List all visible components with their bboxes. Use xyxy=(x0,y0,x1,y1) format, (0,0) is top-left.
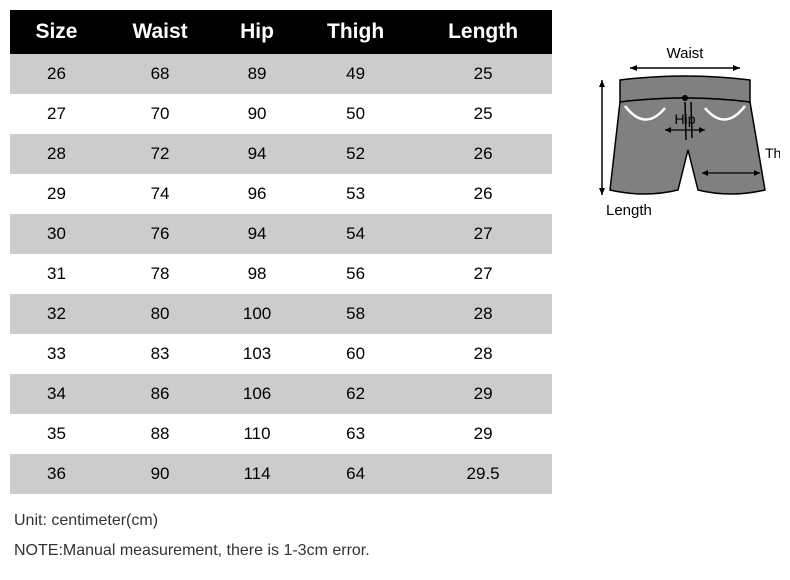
table-cell: 98 xyxy=(217,254,297,294)
table-row: 2770905025 xyxy=(10,94,552,134)
table-cell: 90 xyxy=(217,94,297,134)
table-cell: 68 xyxy=(103,54,217,94)
table-cell: 62 xyxy=(297,374,414,414)
table-cell: 89 xyxy=(217,54,297,94)
table-row: 34861066229 xyxy=(10,374,552,414)
label-waist: Waist xyxy=(667,45,705,62)
col-size: Size xyxy=(10,10,103,54)
table-cell: 50 xyxy=(297,94,414,134)
table-cell: 96 xyxy=(217,174,297,214)
col-thigh: Thigh xyxy=(297,10,414,54)
col-length: Length xyxy=(414,10,552,54)
table-cell: 32 xyxy=(10,294,103,334)
table-row: 2974965326 xyxy=(10,174,552,214)
table-row: 35881106329 xyxy=(10,414,552,454)
table-cell: 28 xyxy=(414,294,552,334)
table-cell: 26 xyxy=(414,134,552,174)
table-cell: 27 xyxy=(414,214,552,254)
table-cell: 64 xyxy=(297,454,414,494)
table-cell: 27 xyxy=(414,254,552,294)
table-cell: 88 xyxy=(103,414,217,454)
table-cell: 26 xyxy=(10,54,103,94)
table-cell: 114 xyxy=(217,454,297,494)
table-cell: 29.5 xyxy=(414,454,552,494)
table-cell: 29 xyxy=(10,174,103,214)
table-cell: 35 xyxy=(10,414,103,454)
table-cell: 63 xyxy=(297,414,414,454)
table-row: 2872945226 xyxy=(10,134,552,174)
table-row: 3076945427 xyxy=(10,214,552,254)
table-cell: 94 xyxy=(217,214,297,254)
table-cell: 30 xyxy=(10,214,103,254)
table-cell: 70 xyxy=(103,94,217,134)
table-cell: 54 xyxy=(297,214,414,254)
table-cell: 94 xyxy=(217,134,297,174)
table-cell: 52 xyxy=(297,134,414,174)
table-cell: 100 xyxy=(217,294,297,334)
table-cell: 56 xyxy=(297,254,414,294)
table-cell: 110 xyxy=(217,414,297,454)
table-cell: 34 xyxy=(10,374,103,414)
table-cell: 36 xyxy=(10,454,103,494)
table-row: 3178985627 xyxy=(10,254,552,294)
table-cell: 33 xyxy=(10,334,103,374)
table-cell: 49 xyxy=(297,54,414,94)
table-cell: 25 xyxy=(414,54,552,94)
table-cell: 29 xyxy=(414,414,552,454)
table-cell: 74 xyxy=(103,174,217,214)
table-row: 33831036028 xyxy=(10,334,552,374)
note-text: NOTE:Manual measurement, there is 1-3cm … xyxy=(14,542,776,560)
table-cell: 80 xyxy=(103,294,217,334)
table-header-row: Size Waist Hip Thigh Length xyxy=(10,10,552,54)
table-cell: 106 xyxy=(217,374,297,414)
table-row: 36901146429.5 xyxy=(10,454,552,494)
table-cell: 29 xyxy=(414,374,552,414)
table-cell: 72 xyxy=(103,134,217,174)
table-cell: 31 xyxy=(10,254,103,294)
label-thigh: Thigh xyxy=(765,145,780,161)
col-hip: Hip xyxy=(217,10,297,54)
table-cell: 103 xyxy=(217,334,297,374)
table-cell: 53 xyxy=(297,174,414,214)
table-cell: 28 xyxy=(414,334,552,374)
unit-text: Unit: centimeter(cm) xyxy=(14,512,776,530)
col-waist: Waist xyxy=(103,10,217,54)
table-cell: 58 xyxy=(297,294,414,334)
table-cell: 83 xyxy=(103,334,217,374)
table-row: 32801005828 xyxy=(10,294,552,334)
footer: Unit: centimeter(cm) NOTE:Manual measure… xyxy=(0,494,790,560)
table-cell: 27 xyxy=(10,94,103,134)
label-hip: Hip xyxy=(674,111,695,127)
table-cell: 86 xyxy=(103,374,217,414)
table-cell: 76 xyxy=(103,214,217,254)
table-cell: 28 xyxy=(10,134,103,174)
table-cell: 78 xyxy=(103,254,217,294)
table-cell: 25 xyxy=(414,94,552,134)
size-table: Size Waist Hip Thigh Length 266889492527… xyxy=(10,10,552,494)
table-body: 2668894925277090502528729452262974965326… xyxy=(10,54,552,494)
table-cell: 60 xyxy=(297,334,414,374)
shorts-diagram: Waist Length Hip xyxy=(552,10,780,494)
table-cell: 90 xyxy=(103,454,217,494)
label-length: Length xyxy=(606,202,652,219)
size-table-container: Size Waist Hip Thigh Length 266889492527… xyxy=(10,10,552,494)
table-row: 2668894925 xyxy=(10,54,552,94)
table-cell: 26 xyxy=(414,174,552,214)
